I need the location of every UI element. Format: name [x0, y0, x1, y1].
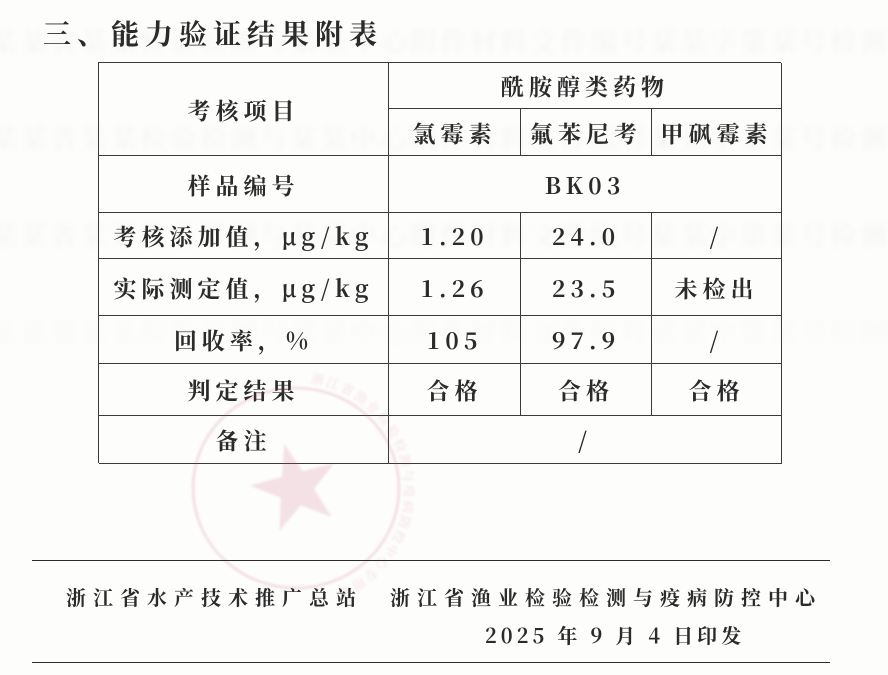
svg-text:浙江省渔业检验检测与疫病防控中心专用章: 浙江省渔业检验检测与疫病防控中心专用章 [310, 368, 420, 605]
